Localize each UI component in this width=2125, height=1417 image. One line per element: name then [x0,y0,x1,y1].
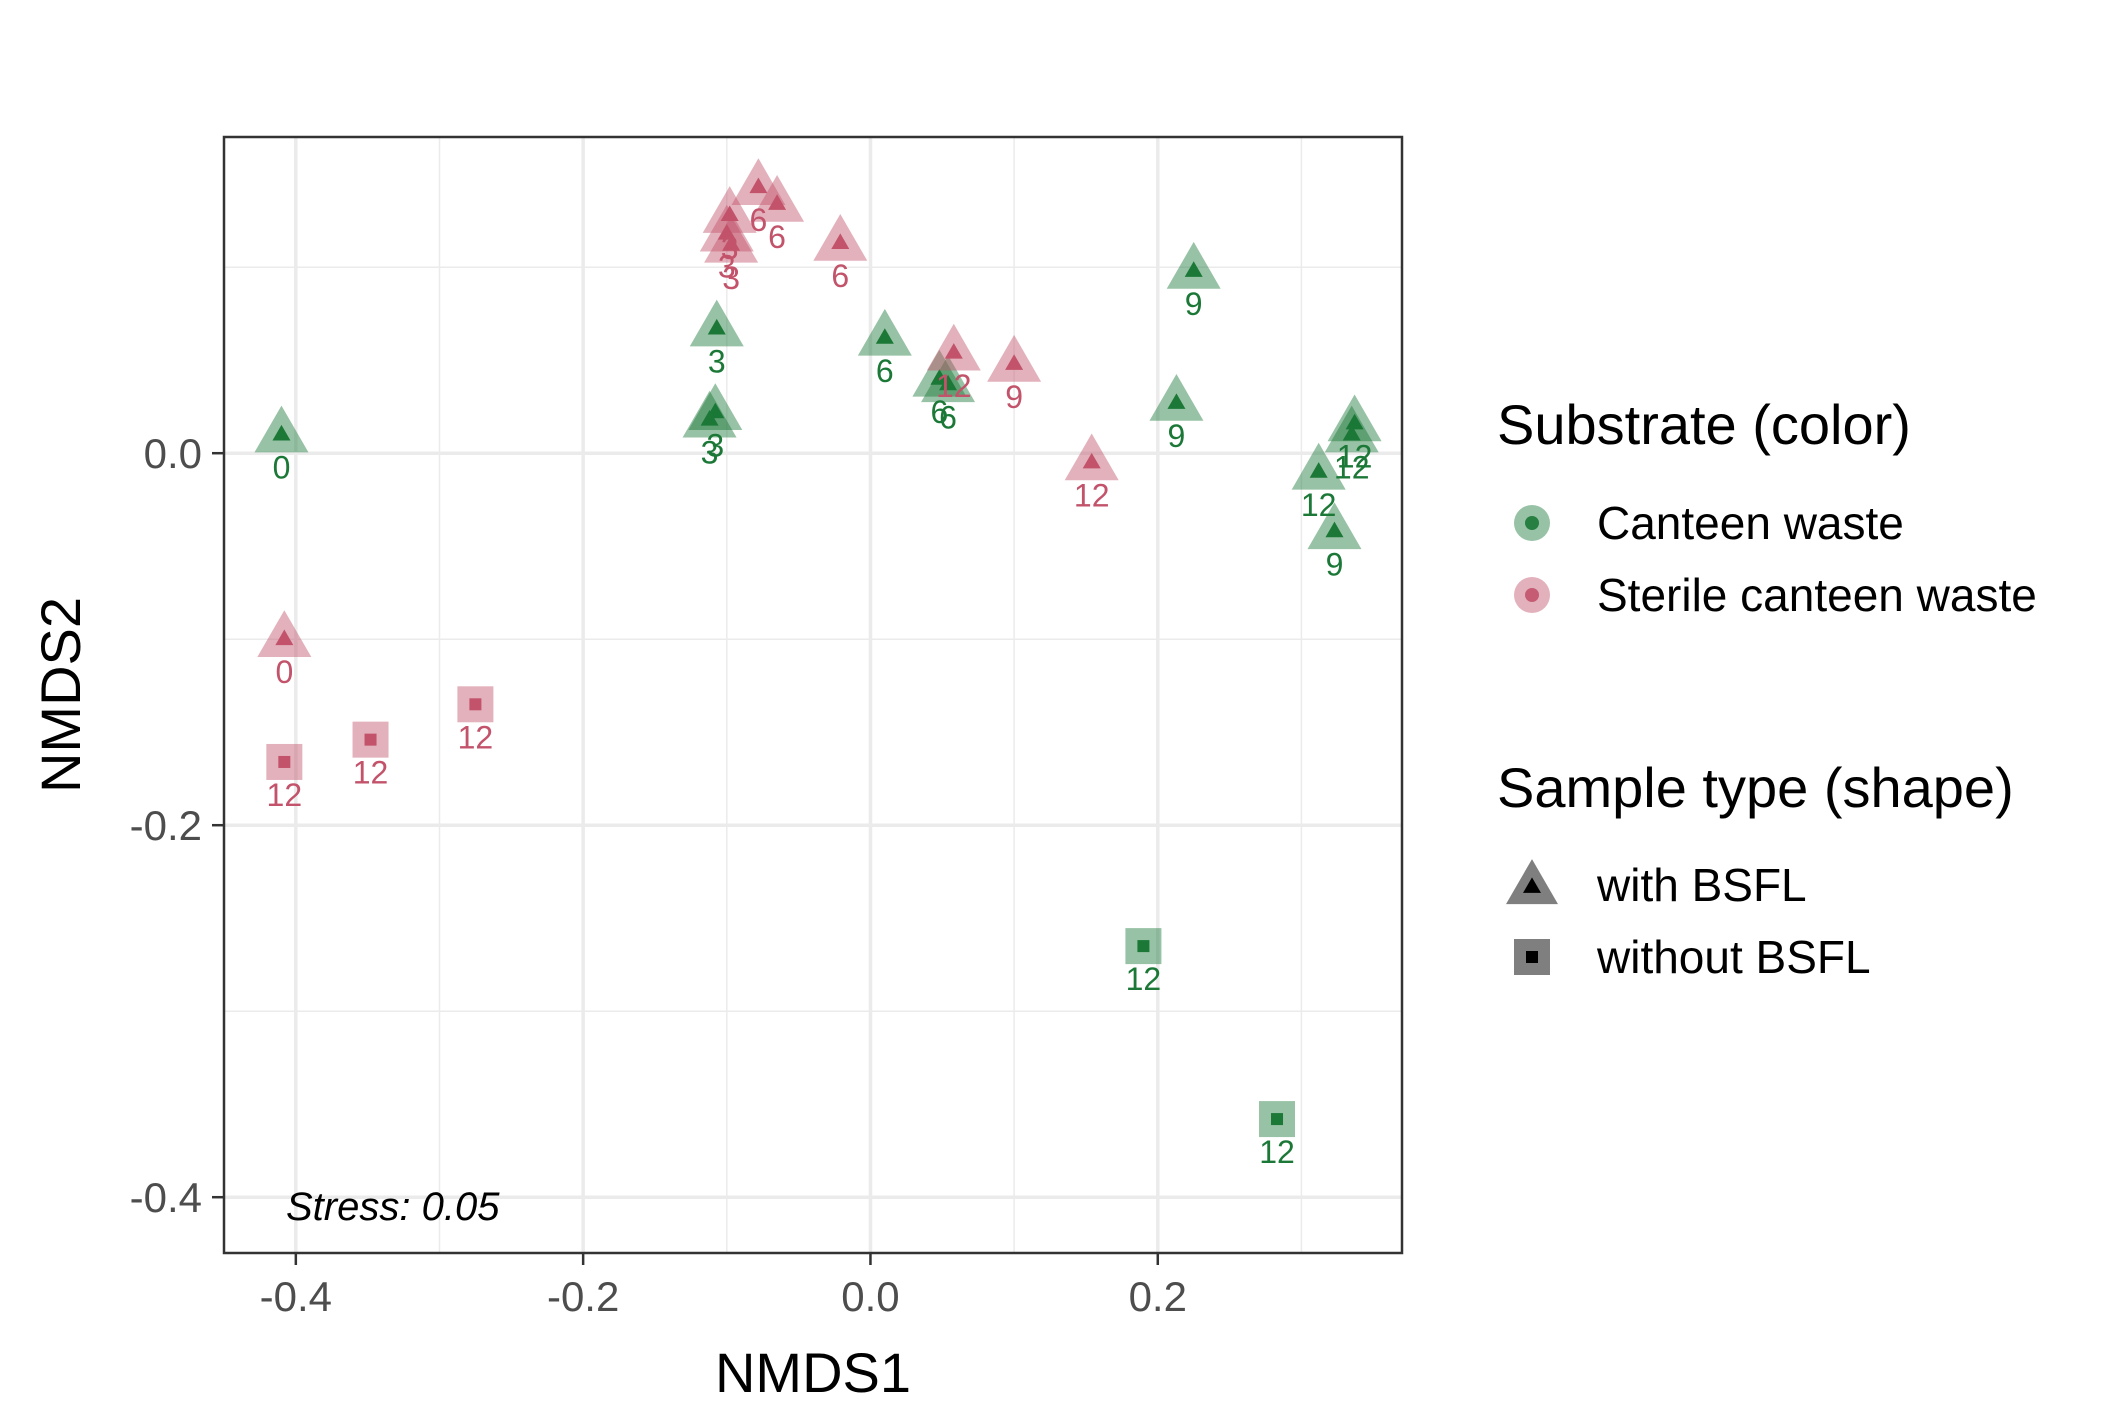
legend-color-label: Canteen waste [1597,497,1904,549]
legend-color-key-inner [1525,588,1539,602]
point-label: 12 [267,777,303,813]
legend-shape-label: without BSFL [1596,931,1871,983]
y-tick-label: -0.2 [130,802,202,849]
point-marker-inner [272,424,291,441]
point-marker-inner [720,205,739,222]
point-label: 6 [768,219,786,255]
x-tick-label: 0.2 [1129,1273,1187,1320]
plot-panel [224,137,1402,1253]
plot-panel-border [222,135,1404,1255]
point-label: 6 [876,353,894,389]
x-axis: -0.4 -0.2 0.0 0.2 [260,1253,1187,1320]
point-marker-inner [1167,393,1186,409]
legend-shape-title: Sample type (shape) [1497,756,2014,819]
point-label: 12 [1301,487,1337,523]
point-marker-inner [1137,940,1150,953]
point-marker-inner [1082,452,1101,469]
y-tick-label: -0.4 [130,1174,202,1221]
point-label: 12 [1334,450,1370,486]
point-label: 3 [718,249,736,285]
data-points [254,158,1382,1138]
legend-color-title: Substrate (color) [1497,393,1911,456]
point-marker-inner [1325,521,1344,538]
point-marker-inner [831,233,850,249]
point-label: 12 [353,755,389,791]
y-tick-label: 0.0 [144,430,202,477]
point-label: 12 [1126,961,1162,997]
point-label: 12 [1074,478,1110,514]
point-label: 3 [708,344,726,380]
point-marker-inner [768,194,787,210]
point-marker-inner [1271,1113,1284,1126]
point-marker-inner [930,369,949,385]
point-marker-inner [875,328,894,344]
point-label: 9 [1005,379,1023,415]
point-label: 3 [701,435,719,471]
legend-color-label: Sterile canteen waste [1597,569,2037,621]
point-label: 3 [706,427,724,463]
minor-gridlines [224,137,1402,1253]
point-label: 0 [275,654,293,690]
point-marker-inner [1184,261,1203,277]
point-marker-inner [1342,424,1361,441]
point-label: 6 [939,399,957,435]
point-marker-inner [944,343,963,359]
point-label: 3 [721,230,739,266]
point-marker-inner [722,235,741,251]
point-label: 9 [1326,546,1344,582]
point-marker-inner [364,733,377,746]
point-marker-inner [278,755,291,768]
point-marker-inner [707,318,726,335]
x-tick-label: -0.2 [547,1273,619,1320]
point-label: 12 [1259,1134,1295,1170]
point-marker-inner [939,374,958,391]
point-label: 12 [1337,438,1373,474]
legend-shape-key-inner [1523,877,1541,893]
point-marker-inner [1005,354,1024,370]
point-marker-inner [1345,413,1364,430]
y-axis: -0.4 -0.2 0.0 [130,430,224,1221]
point-label: 9 [1168,418,1186,454]
point-label: 6 [831,258,849,294]
point-label: 3 [722,260,740,296]
x-tick-label: -0.4 [260,1273,332,1320]
x-tick-label: 0.0 [841,1273,899,1320]
point-marker-inner [275,629,294,646]
point-label: 6 [931,394,949,430]
point-label: 6 [750,202,768,238]
legend-shape-key-inner [1526,951,1538,963]
point-label: 9 [1185,286,1203,322]
stress-annotation: Stress: 0.05 [286,1185,500,1229]
legend-shape-label: with BSFL [1596,859,1807,911]
point-marker-inner [1309,462,1328,478]
legend: Substrate (color) Canteen waste Sterile ca… [1497,393,2037,983]
point-label: 12 [458,719,494,755]
point-label: 12 [936,368,972,404]
point-marker-inner [700,410,719,426]
x-axis-title: NMDS1 [715,1341,911,1404]
legend-color-key-inner [1525,516,1539,530]
major-gridlines [224,137,1402,1253]
point-marker-inner [749,177,768,194]
point-label: 0 [273,450,291,486]
point-marker-inner [469,698,482,711]
y-axis-title: NMDS2 [29,597,92,793]
